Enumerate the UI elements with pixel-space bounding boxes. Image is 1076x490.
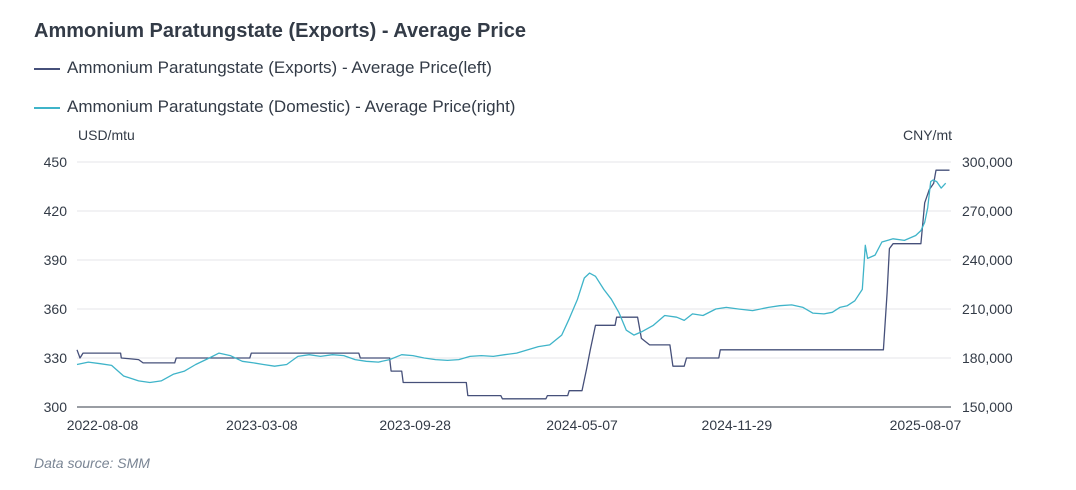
x-axis-tick-label: 2024-11-29 bbox=[702, 417, 773, 433]
x-axis-ticks: 2022-08-08 2023-03-08 2023-09-28 2024-05-07… bbox=[67, 417, 962, 433]
legend-label-domestic: Ammonium Paratungstate (Domestic) - Aver… bbox=[67, 97, 516, 116]
series-line-domestic bbox=[76, 179, 947, 384]
left-axis-ticks: 300 330 360 390 420 450 bbox=[44, 154, 68, 415]
x-axis-tick-label: 2023-09-28 bbox=[379, 417, 451, 433]
right-axis-ticks: 150,000 180,000 210,000 240,000 270,000 300,0… bbox=[962, 154, 1013, 415]
legend-swatch-exports bbox=[34, 68, 60, 70]
left-axis-tick-label: 360 bbox=[44, 301, 68, 317]
legend-swatch-domestic bbox=[34, 107, 60, 109]
x-axis-tick-label: 2022-08-08 bbox=[67, 417, 139, 433]
right-axis-tick-label: 150,000 bbox=[962, 399, 1013, 415]
right-axis-tick-label: 210,000 bbox=[962, 301, 1013, 317]
series-lines bbox=[76, 169, 950, 400]
right-axis-tick-label: 270,000 bbox=[962, 203, 1013, 219]
left-axis-tick-label: 330 bbox=[44, 350, 68, 366]
left-axis-tick-label: 420 bbox=[44, 203, 68, 219]
grid-lines bbox=[77, 161, 951, 359]
right-axis-tick-label: 240,000 bbox=[962, 252, 1013, 268]
x-axis-tick-label: 2023-03-08 bbox=[226, 417, 298, 433]
left-axis-unit: USD/mtu bbox=[78, 127, 135, 143]
left-axis-tick-label: 450 bbox=[44, 154, 68, 170]
left-axis-tick-label: 300 bbox=[44, 399, 68, 415]
right-axis-tick-label: 300,000 bbox=[962, 154, 1013, 170]
data-source: Data source: SMM bbox=[34, 455, 150, 471]
x-axis-tick-label: 2024-05-07 bbox=[546, 417, 618, 433]
series-line-exports bbox=[76, 169, 950, 400]
legend-label-exports: Ammonium Paratungstate (Exports) - Avera… bbox=[67, 58, 492, 77]
chart-title: Ammonium Paratungstate (Exports) - Avera… bbox=[34, 20, 526, 42]
right-axis-unit: CNY/mt bbox=[903, 127, 952, 143]
x-axis-tick-label: 2025-08-07 bbox=[890, 417, 962, 433]
right-axis-tick-label: 180,000 bbox=[962, 350, 1013, 366]
left-axis-tick-label: 390 bbox=[44, 252, 68, 268]
